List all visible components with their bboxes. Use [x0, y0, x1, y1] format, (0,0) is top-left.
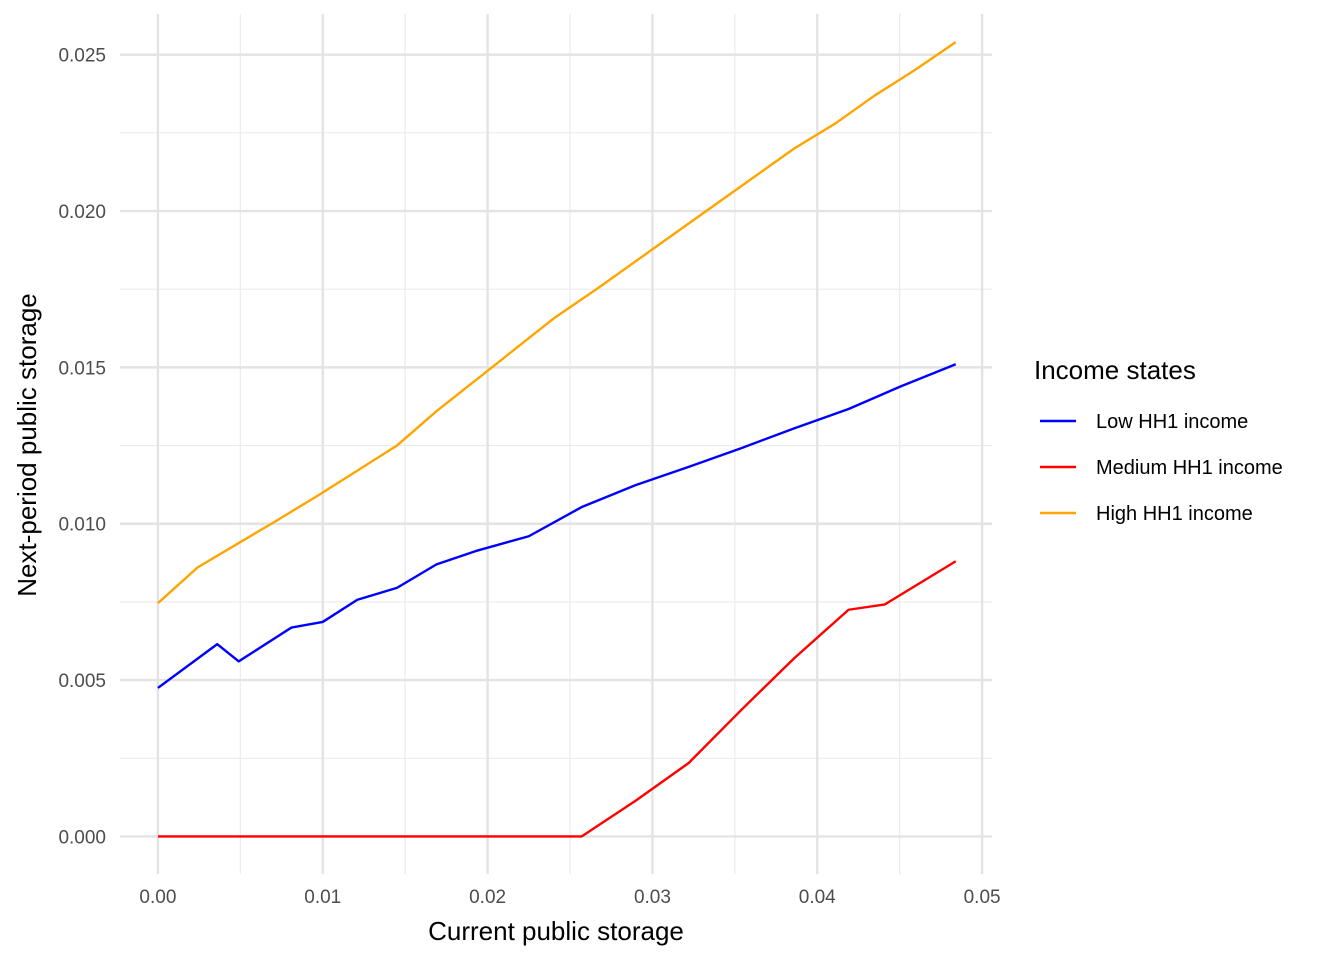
legend: Income states Low HH1 income Medium HH1 i… — [1034, 355, 1283, 525]
x-axis-ticks: 0.00 0.01 0.02 0.03 0.04 0.05 — [139, 887, 1000, 908]
y-tick-label: 0.000 — [58, 827, 106, 848]
y-axis-title: Next-period public storage — [12, 293, 42, 597]
x-tick-label: 0.04 — [799, 887, 836, 908]
series-line-2 — [157, 560, 957, 838]
y-tick-label: 0.010 — [58, 515, 106, 536]
x-tick-label: 0.00 — [139, 887, 176, 908]
legend-label-1: Low HH1 income — [1096, 411, 1248, 433]
y-tick-label: 0.015 — [58, 358, 106, 379]
y-tick-label: 0.020 — [58, 202, 106, 223]
legend-label-3: High HH1 income — [1096, 503, 1253, 525]
x-tick-label: 0.01 — [304, 887, 341, 908]
x-axis-title: Current public storage — [428, 916, 684, 946]
legend-items: Low HH1 income Medium HH1 income High HH1 … — [1040, 411, 1283, 525]
legend-label-2: Medium HH1 income — [1096, 457, 1283, 479]
series-line-3 — [157, 41, 957, 605]
y-axis-ticks: 0.000 0.005 0.010 0.015 0.020 0.025 — [58, 46, 106, 849]
x-tick-label: 0.02 — [469, 887, 506, 908]
minor-gridlines — [120, 14, 992, 874]
x-tick-label: 0.03 — [634, 887, 671, 908]
y-tick-label: 0.025 — [58, 46, 106, 67]
legend-title: Income states — [1034, 355, 1196, 385]
y-tick-label: 0.005 — [58, 671, 106, 692]
x-tick-label: 0.05 — [964, 887, 1001, 908]
series-lines — [157, 41, 957, 838]
major-gridlines — [120, 14, 992, 874]
series-line-1 — [157, 363, 957, 689]
